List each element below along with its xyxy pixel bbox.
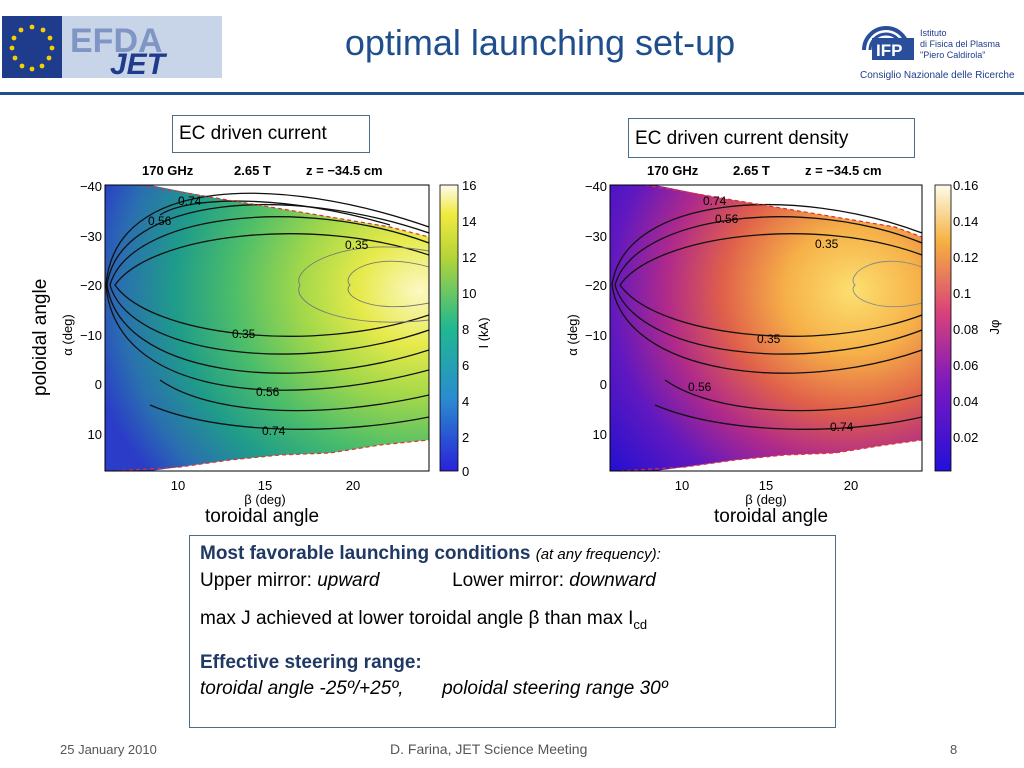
right-ylabel: α (deg) (565, 314, 580, 355)
jet-text: JET (110, 48, 168, 78)
lower-mirror-value: downward (569, 570, 656, 591)
left-ytick-1: −40 (80, 179, 102, 194)
left-contour-label-2: 0.56 (148, 214, 172, 228)
left-xtick-2: 15 (258, 478, 272, 493)
right-contour-label-3: 0.35 (815, 237, 839, 251)
left-ytick-6: 10 (88, 427, 102, 442)
steering-heading: Effective steering range: (200, 651, 422, 673)
left-cbar-8: 8 (462, 322, 469, 337)
summary-box: Most favorable launching conditions (at … (189, 535, 836, 728)
max-j-text: max J achieved at lower toroidal angle β… (200, 608, 634, 629)
left-contour-plot: 170 GHz 2.65 T z = −34.5 cm 0.74 0.56 0 (60, 155, 491, 515)
left-header-field: 2.65 T (234, 163, 271, 178)
right-header-field: 2.65 T (733, 163, 770, 178)
right-cbar-label: Jφ (987, 320, 1002, 335)
summary-heading-note: (at any frequency): (535, 546, 661, 563)
right-ytick-1: −40 (585, 179, 607, 194)
toroidal-angle-label-left: toroidal angle (205, 506, 320, 527)
steering-poloidal: poloidal steering range 30º (442, 677, 668, 699)
right-ytick-6: 10 (593, 427, 607, 442)
max-j-subscript: cd (633, 616, 648, 632)
left-cbar-10: 10 (462, 286, 476, 301)
max-j-line: max J achieved at lower toroidal angle β… (200, 606, 825, 638)
left-cbar-0: 0 (462, 464, 469, 479)
efda-jet-logo: EFDA JET (2, 16, 222, 81)
left-cbar-6: 6 (462, 358, 469, 373)
steering-toroidal: toroidal angle -25º/+25º, (200, 677, 404, 699)
left-cbar-16: 16 (462, 178, 476, 193)
left-contour-label-3: 0.35 (345, 238, 369, 252)
ifp-line-2: di Fisica del Plasma (920, 39, 1000, 49)
left-xlabel: β (deg) (244, 492, 285, 507)
ifp-cnr-logo: IFP Istituto di Fisica del Plasma "Piero… (858, 14, 1018, 84)
right-cbar-012: 0.12 (953, 250, 978, 265)
right-cbar-002: 0.02 (953, 430, 978, 445)
left-contour-label-5: 0.56 (256, 385, 280, 399)
left-contour-label-4: 0.35 (232, 327, 256, 341)
title-rule (0, 92, 1024, 95)
right-contour-label-4: 0.35 (757, 332, 781, 346)
left-header-freq: 170 GHz (142, 163, 194, 178)
upper-mirror-value: upward (317, 570, 380, 591)
right-contour-label-1: 0.74 (703, 194, 727, 208)
summary-heading-line: Most favorable launching conditions (at … (200, 541, 825, 568)
left-ylabel: α (deg) (60, 314, 75, 355)
left-header-z: z = −34.5 cm (306, 163, 383, 178)
upper-mirror-label: Upper mirror: (200, 570, 312, 591)
left-xtick-1: 10 (171, 478, 185, 493)
right-ytick-3: −20 (585, 278, 607, 293)
left-ytick-4: −10 (80, 328, 102, 343)
right-cbar-01: 0.1 (953, 286, 971, 301)
efda-text: EFDA (70, 22, 163, 60)
slide-title: optimal launching set-up (344, 22, 736, 63)
cnr-text: Consiglio Nazionale delle Ricerche (860, 70, 1015, 81)
left-ytick-3: −20 (80, 278, 102, 293)
left-cbar-12: 12 (462, 250, 476, 265)
left-cbar-2: 2 (462, 430, 469, 445)
right-ytick-4: −10 (585, 328, 607, 343)
lower-mirror-label: Lower mirror: (452, 570, 564, 591)
caption-ec-driven-current: EC driven current (172, 115, 370, 153)
right-contour-label-2: 0.56 (715, 212, 739, 226)
footer-date: 25 January 2010 (60, 742, 157, 757)
right-cbar-014: 0.14 (953, 214, 978, 229)
right-contour-label-5: 0.56 (688, 380, 712, 394)
left-ytick-5: 0 (95, 377, 102, 392)
right-xlabel: β (deg) (745, 492, 786, 507)
poloidal-angle-label: poloidal angle (30, 278, 51, 396)
toroidal-angle-label-right: toroidal angle (714, 506, 829, 527)
right-xtick-2: 15 (759, 478, 773, 493)
ifp-line-3: "Piero Caldirola" (920, 50, 985, 60)
caption-ec-driven-current-density: EC driven current density (628, 118, 915, 158)
right-xtick-1: 10 (675, 478, 689, 493)
right-ytick-5: 0 (600, 377, 607, 392)
right-xtick-3: 20 (844, 478, 858, 493)
right-cbar-004: 0.04 (953, 394, 978, 409)
right-cbar-006: 0.06 (953, 358, 978, 373)
page-number: 8 (950, 742, 958, 757)
mirror-line: Upper mirror: upward Lower mirror: downw… (200, 568, 825, 594)
summary-heading: Most favorable launching conditions (200, 543, 531, 564)
left-cbar-label: I (kA) (476, 317, 490, 348)
steering-line: toroidal angle -25º/+25º, poloidal steer… (200, 676, 825, 702)
ifp-line-1: Istituto (920, 28, 947, 38)
right-header-freq: 170 GHz (647, 163, 699, 178)
left-xtick-3: 20 (346, 478, 360, 493)
right-contour-label-6: 0.74 (830, 420, 854, 434)
right-cbar-008: 0.08 (953, 322, 978, 337)
left-contour-label-6: 0.74 (262, 424, 286, 438)
ifp-text: IFP (876, 41, 902, 60)
right-ytick-2: −30 (585, 229, 607, 244)
left-cbar-4: 4 (462, 394, 469, 409)
right-cbar-016: 0.16 (953, 178, 978, 193)
left-ytick-2: −30 (80, 229, 102, 244)
right-contour-plot: 170 GHz 2.65 T z = −34.5 cm 0.74 0.56 0.… (565, 155, 1005, 515)
footer-meeting: D. Farina, JET Science Meeting (390, 741, 588, 757)
left-contour-label-1: 0.74 (178, 194, 202, 208)
right-header-z: z = −34.5 cm (805, 163, 882, 178)
left-cbar-14: 14 (462, 214, 476, 229)
